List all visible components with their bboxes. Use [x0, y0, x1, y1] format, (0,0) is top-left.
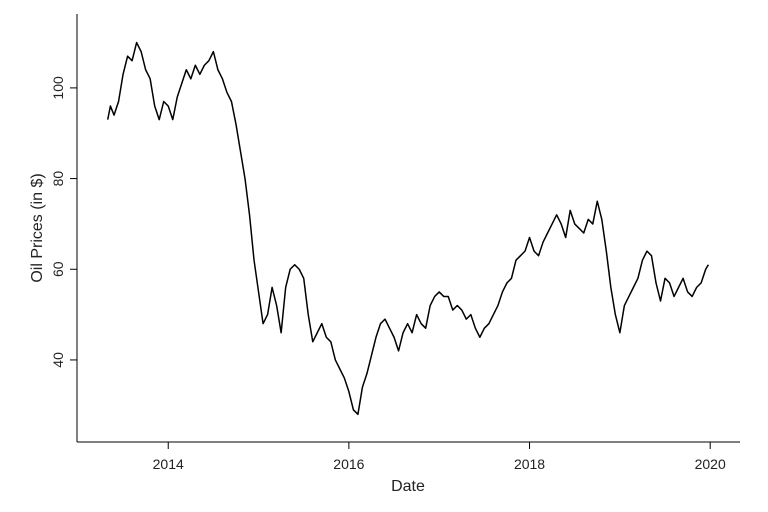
- y-axis-label: Oil Prices (in $): [29, 173, 46, 282]
- x-tick-label: 2020: [695, 456, 726, 472]
- line-series: [106, 41, 710, 416]
- y-tick-label: 80: [50, 171, 66, 187]
- x-axis-label: Date: [391, 478, 425, 495]
- y-tick-label: 100: [50, 76, 66, 100]
- y-tick-label: 60: [50, 261, 66, 277]
- x-tick-label: 2016: [333, 456, 364, 472]
- x-tick-label: 2018: [514, 456, 545, 472]
- y-tick-label: 40: [50, 352, 66, 368]
- x-tick-label: 2014: [153, 456, 184, 472]
